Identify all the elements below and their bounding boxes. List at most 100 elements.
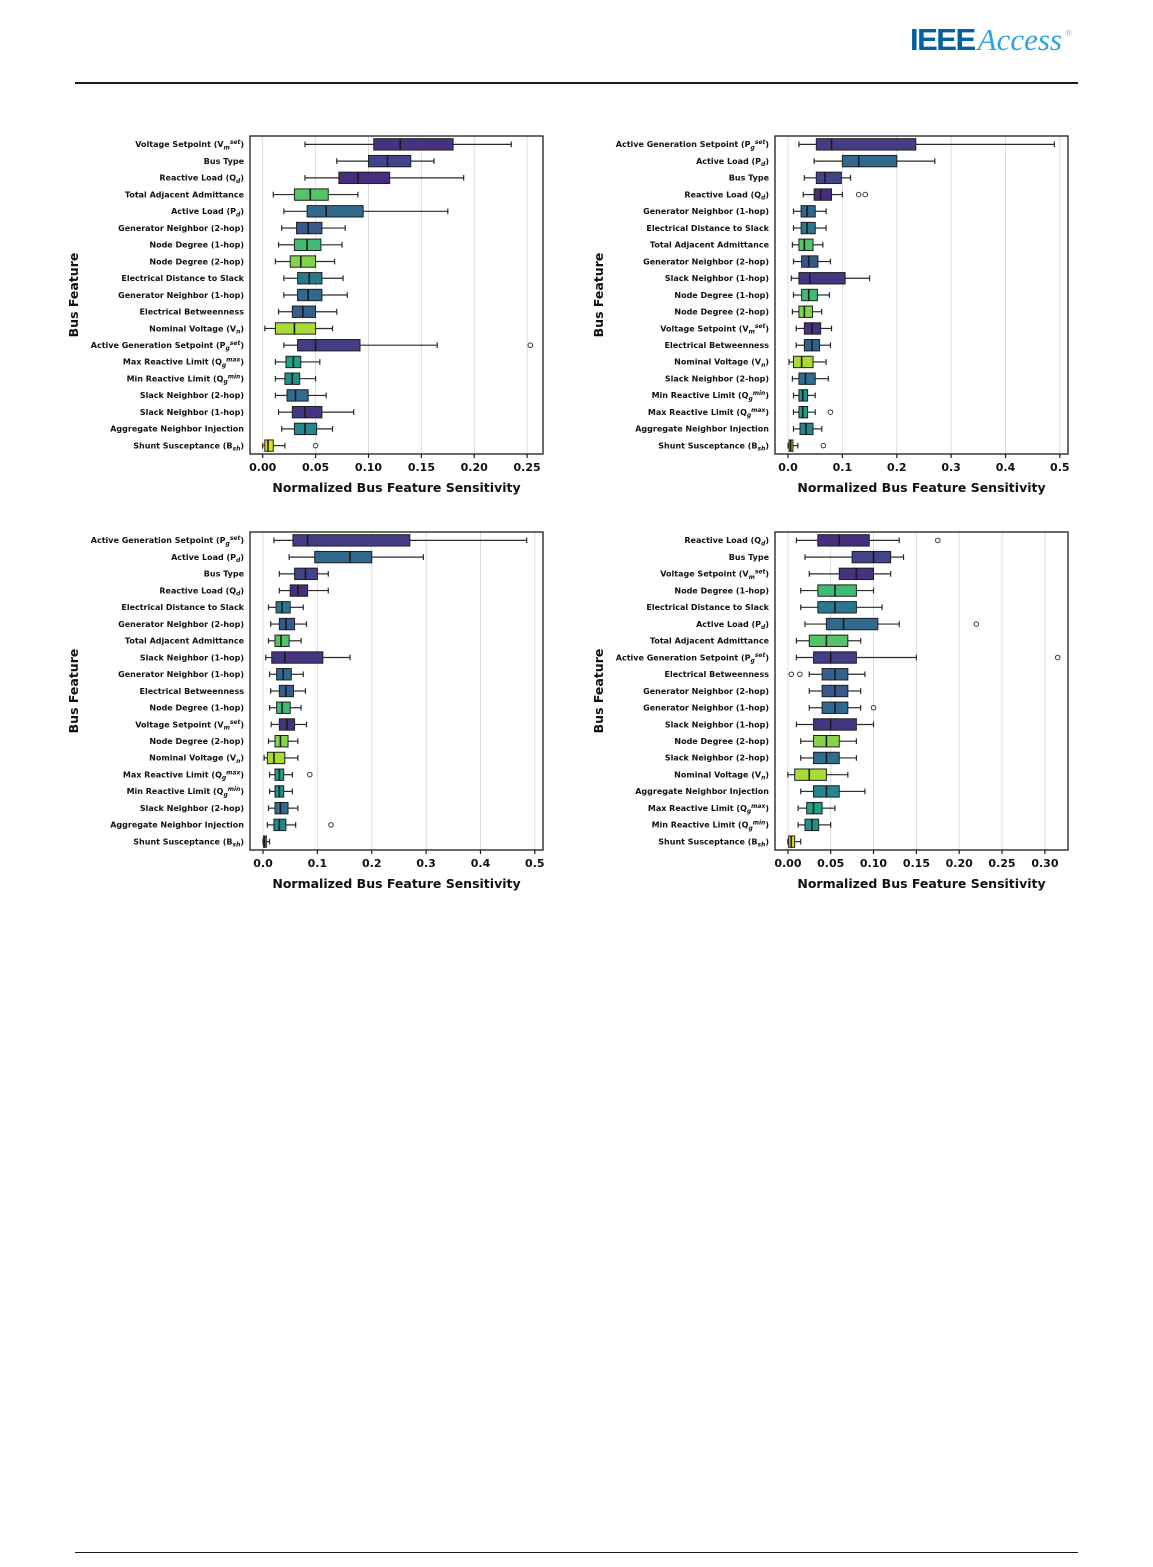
outlier-point [820,442,827,449]
box-row-nominal_voltage [787,768,849,781]
svg-text:0.00: 0.00 [774,857,801,870]
box-row-electrical_betweenness [270,684,307,698]
box-row-min_reactive_limit [797,818,832,832]
y-tick-label: Min Reactive Limit (Qgmin) [652,819,769,831]
box-row-bus_type [336,154,435,168]
box-row-bus_type [278,567,329,581]
box-row-shunt_susceptance [262,439,319,452]
y-tick-label: Aggregate Neighbor Injection [110,821,244,830]
boxplot-panel-bottom-left: Active Generation Setpoint (Pgset) Active… [64,524,557,904]
y-tick-label: Aggregate Neighbor Injection [635,425,769,434]
y-tick-label: Max Reactive Limit (Qgmax) [648,803,769,815]
box-row-generator_neighbor_1hop [283,288,348,302]
y-tick-label: Nominal Voltage (Vn) [149,324,244,335]
svg-text:0.5: 0.5 [525,857,545,870]
box-row-min_reactive_limit [268,785,294,798]
box-row-bus_type [804,550,905,564]
box-row-node_degree_2hop [791,305,823,318]
x-axis: 0.00 0.05 0.10 0.15 0.20 0.25 [249,454,541,474]
outlier-point [862,191,869,198]
outlier-point [827,409,834,415]
box-row-active_generation_setpoint [795,651,1061,664]
y-tick-label: Reactive Load (Qd) [684,536,769,547]
boxplot-panel-top-left: Voltage Setpoint (Vmset) Bus Type Reactive… [64,128,557,508]
footer-rule [75,1552,1078,1554]
svg-text:0.1: 0.1 [308,857,328,870]
y-tick-label: Reactive Load (Qd) [684,190,769,201]
y-tick-label: Shunt Susceptance (Bsh) [133,441,244,452]
ieee-access-logo: IEEE Access ® [910,22,1073,58]
box-row-active_generation_setpoint [798,138,1056,151]
y-tick-label: Node Degree (1-hop) [674,291,769,300]
y-tick-label: Generator Neighbor (1-hop) [643,704,769,713]
x-axis: 0.00 0.05 0.10 0.15 0.20 0.25 0.30 [774,850,1059,870]
x-gridlines [787,136,1061,454]
box-row-bus_type [803,171,852,185]
y-tick-label: Active Load (Pd) [696,620,769,631]
y-tick-label: Active Generation Setpoint (Pgset) [616,652,769,664]
y-tick-label: Max Reactive Limit (Qgmax) [123,769,244,781]
y-tick-label: Node Degree (1-hop) [149,241,244,250]
svg-text:0.30: 0.30 [1031,857,1058,870]
y-tick-label: Active Load (Pd) [171,207,244,218]
access-logo-text: Access [977,22,1062,57]
box-row-active_load [288,550,425,564]
box-row-max_reactive_limit [792,405,834,419]
box-row-generator_neighbor_2hop [270,617,308,631]
box-row-reactive_load [304,171,465,185]
y-tick-label: Aggregate Neighbor Injection [110,425,244,434]
box-row-slack_neighbor_2hop [800,751,857,765]
y-tick-label: Total Adjacent Admittance [125,190,245,199]
y-tick-label: Max Reactive Limit (Qgmax) [648,407,769,419]
y-tick-label: Node Degree (1-hop) [149,704,244,713]
y-tick-label: Voltage Setpoint (Vmset) [660,323,769,335]
y-tick-label: Generator Neighbor (1-hop) [118,291,244,300]
box-row-total_adjacent_admittance [791,238,824,251]
y-tick-label: Active Load (Pd) [171,553,244,564]
box-row-aggregate_neighbor_injection [266,818,334,832]
boxplot-svg: Active Generation Setpoint (Pgset) Active… [66,531,545,891]
box-row-node_degree_2hop [800,735,857,748]
box-row-min_reactive_limit [792,389,816,402]
x-gridlines [262,532,536,850]
y-axis-title: Bus Feature [66,649,81,734]
y-tick-label: Bus Type [204,157,245,166]
box-row-node_degree_1hop [268,701,302,714]
box-row-generator_neighbor_2hop [792,255,832,268]
box-row-voltage_setpoint [270,718,308,731]
header-rule [75,82,1078,84]
svg-text:0.05: 0.05 [302,461,329,474]
plot-border [249,531,544,851]
svg-text:0.4: 0.4 [471,857,491,870]
svg-text:0.3: 0.3 [941,461,961,474]
y-tick-label: Bus Type [729,174,770,183]
y-tick-label: Slack Neighbor (2-hop) [140,804,244,813]
box-row-voltage_setpoint [808,567,892,581]
box-row-reactive_load [802,188,869,201]
x-axis-title: Normalized Bus Feature Sensitivity [272,876,520,891]
svg-text:0.10: 0.10 [355,461,382,474]
box-row-electrical_betweenness [788,668,866,681]
figure-grid: Voltage Setpoint (Vmset) Bus Type Reactive… [64,128,1082,904]
y-tick-label: Active Generation Setpoint (Pgset) [91,340,244,352]
y-tick-label: Voltage Setpoint (Vmset) [660,568,769,580]
box-row-generator_neighbor_1hop [792,205,827,218]
outlier-point [855,191,862,198]
y-tick-label: Electrical Betweenness [665,341,770,350]
box-row-voltage_setpoint [304,138,512,151]
boxplot-panel-top-right: Active Generation Setpoint (Pgset) Active… [589,128,1082,508]
box-row-node_degree_1hop [277,238,343,251]
box-row-slack_neighbor_1hop [277,405,355,419]
box-row-min_reactive_limit [274,372,317,385]
outlier-point [870,704,877,711]
outlier-point [1054,654,1061,661]
y-tick-label: Slack Neighbor (1-hop) [665,720,769,729]
y-tick-label: Node Degree (2-hop) [149,737,244,746]
box-row-slack_neighbor_2hop [791,372,829,385]
box-row-slack_neighbor_1hop [265,651,351,664]
box-row-active_load [283,205,449,218]
svg-text:0.2: 0.2 [887,461,907,474]
box-row-nominal_voltage [263,751,299,765]
outlier-point [306,771,313,778]
box-row-total_adjacent_admittance [795,634,862,647]
